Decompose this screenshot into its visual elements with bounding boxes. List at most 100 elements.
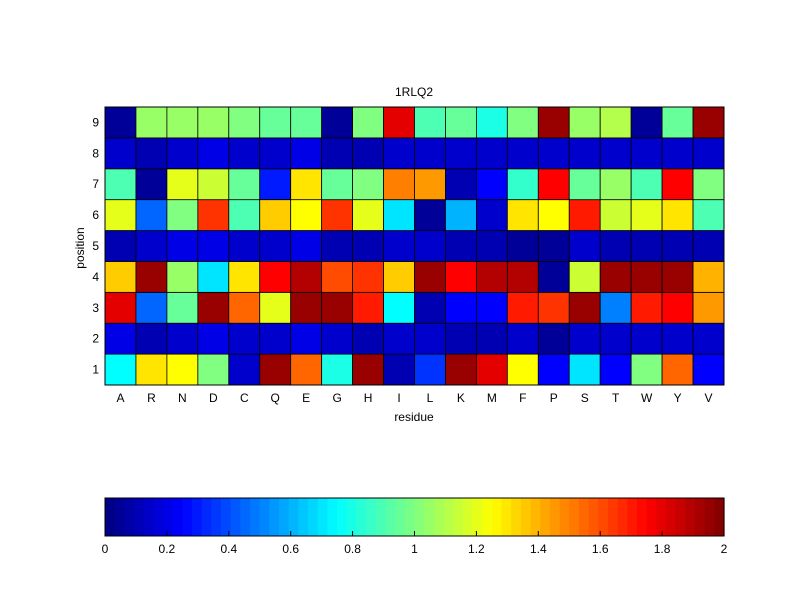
- heatmap-cell-D-2: [197, 322, 230, 355]
- heatmap-cell-L-8: [414, 137, 446, 170]
- colorbar-band: [143, 498, 154, 536]
- colorbar-band: [646, 498, 657, 536]
- heatmap-cell-M-9: [475, 106, 508, 139]
- heatmap-cell-W-4: [630, 261, 663, 293]
- heatmap-cell-T-4: [599, 261, 632, 293]
- heatmap-cell-Q-3: [259, 291, 292, 324]
- heatmap-cell-P-7: [537, 168, 570, 201]
- colorbar-band: [172, 498, 183, 536]
- heatmap-cell-G-9: [321, 106, 353, 139]
- heatmap-cell-L-5: [414, 230, 446, 262]
- heatmap-cell-E-5: [290, 230, 323, 262]
- heatmap-cell-G-6: [321, 199, 353, 231]
- heatmap-cell-V-1: [692, 353, 725, 386]
- heatmap-cell-N-9: [166, 106, 199, 139]
- heatmap-cell-W-8: [630, 137, 663, 170]
- colorbar-band: [549, 498, 561, 536]
- heatmap-cell-L-2: [414, 322, 446, 355]
- heatmap-cell-T-9: [599, 106, 632, 139]
- heatmap-cell-A-3: [104, 291, 137, 324]
- heatmap-cell-W-3: [630, 291, 663, 324]
- heatmap-cell-I-6: [383, 199, 415, 231]
- heatmap-cell-K-8: [445, 137, 477, 170]
- heatmap-cell-H-3: [352, 291, 384, 324]
- heatmap-cell-H-8: [352, 137, 384, 170]
- heatmap-cell-K-3: [445, 291, 477, 324]
- x-tick-label-E: E: [302, 391, 310, 405]
- heatmap-cell-N-1: [166, 353, 199, 386]
- heatmap-cell-C-4: [228, 261, 261, 293]
- colorbar-tick-label: 0.8: [344, 542, 361, 556]
- heatmap-cell-F-1: [506, 353, 539, 386]
- colorbar-tick-label: 0: [102, 542, 109, 556]
- colorbar-band: [627, 498, 638, 536]
- heatmap-cell-S-7: [568, 168, 601, 201]
- colorbar-band: [288, 498, 300, 536]
- heatmap-cell-F-2: [506, 322, 539, 355]
- heatmap-cell-R-1: [135, 353, 168, 386]
- colorbar-band: [230, 498, 242, 536]
- colorbar-band: [240, 498, 251, 536]
- heatmap-cell-A-5: [104, 230, 137, 262]
- heatmap-cell-K-2: [445, 322, 477, 355]
- heatmap-cell-V-9: [692, 106, 725, 139]
- heatmap-cell-E-7: [290, 168, 323, 201]
- heatmap-cell-M-7: [475, 168, 508, 201]
- heatmap-cell-D-7: [197, 168, 230, 201]
- heatmap-cell-Y-6: [661, 199, 694, 231]
- heatmap-cell-N-4: [166, 261, 199, 293]
- heatmap-cell-N-2: [166, 322, 199, 355]
- heatmap-cell-L-7: [414, 168, 446, 201]
- heatmap-cell-P-1: [537, 353, 570, 386]
- colorbar-band: [153, 498, 164, 536]
- heatmap-cell-A-6: [104, 199, 137, 231]
- colorbar-band: [520, 498, 532, 536]
- chart-title: 1RLQ2: [395, 85, 433, 99]
- heatmap-cell-H-5: [352, 230, 384, 262]
- heatmap-cell-D-6: [197, 199, 230, 231]
- x-tick-label-G: G: [332, 391, 341, 405]
- colorbar-band: [134, 498, 145, 536]
- heatmap-cell-L-3: [414, 291, 446, 324]
- heatmap-cell-P-3: [537, 291, 570, 324]
- heatmap-cell-C-6: [228, 199, 261, 231]
- colorbar-band: [472, 498, 483, 536]
- heatmap-cell-S-9: [568, 106, 601, 139]
- heatmap-cell-F-7: [506, 168, 539, 201]
- heatmap-cell-D-9: [197, 106, 230, 139]
- heatmap-cell-P-9: [537, 106, 570, 139]
- colorbar-band: [414, 498, 425, 536]
- colorbar-tick-label: 1.4: [530, 542, 547, 556]
- colorbar-band: [482, 498, 493, 536]
- colorbar-band: [617, 498, 628, 536]
- heatmap-cell-F-5: [506, 230, 539, 262]
- colorbar-band: [114, 498, 125, 536]
- colorbar-band: [250, 498, 261, 536]
- heatmap-cell-G-1: [321, 353, 353, 386]
- colorbar-band: [308, 498, 319, 536]
- heatmap-cell-D-5: [197, 230, 230, 262]
- heatmap-cell-R-6: [135, 199, 168, 231]
- heatmap-cell-S-3: [568, 291, 601, 324]
- heatmap-cell-F-9: [506, 106, 539, 139]
- colorbar-band: [569, 498, 580, 536]
- colorbar-band: [501, 498, 512, 536]
- x-tick-label-F: F: [519, 391, 526, 405]
- colorbar-band: [685, 498, 696, 536]
- colorbar-band: [201, 498, 212, 536]
- heatmap-cell-V-3: [692, 291, 725, 324]
- x-tick-label-L: L: [427, 391, 434, 405]
- colorbar-band: [163, 498, 174, 536]
- heatmap-cell-S-8: [568, 137, 601, 170]
- heatmap-cell-Y-5: [661, 230, 694, 262]
- heatmap-cell-M-8: [475, 137, 508, 170]
- colorbar-tick-label: 2: [721, 542, 728, 556]
- colorbar-tick-label: 1.2: [468, 542, 485, 556]
- x-tick-label-N: N: [178, 391, 187, 405]
- heatmap-cell-S-2: [568, 322, 601, 355]
- heatmap-cell-W-2: [630, 322, 663, 355]
- heatmap-cell-Q-5: [259, 230, 292, 262]
- heatmap-cell-K-9: [445, 106, 477, 139]
- heatmap-cell-S-4: [568, 261, 601, 293]
